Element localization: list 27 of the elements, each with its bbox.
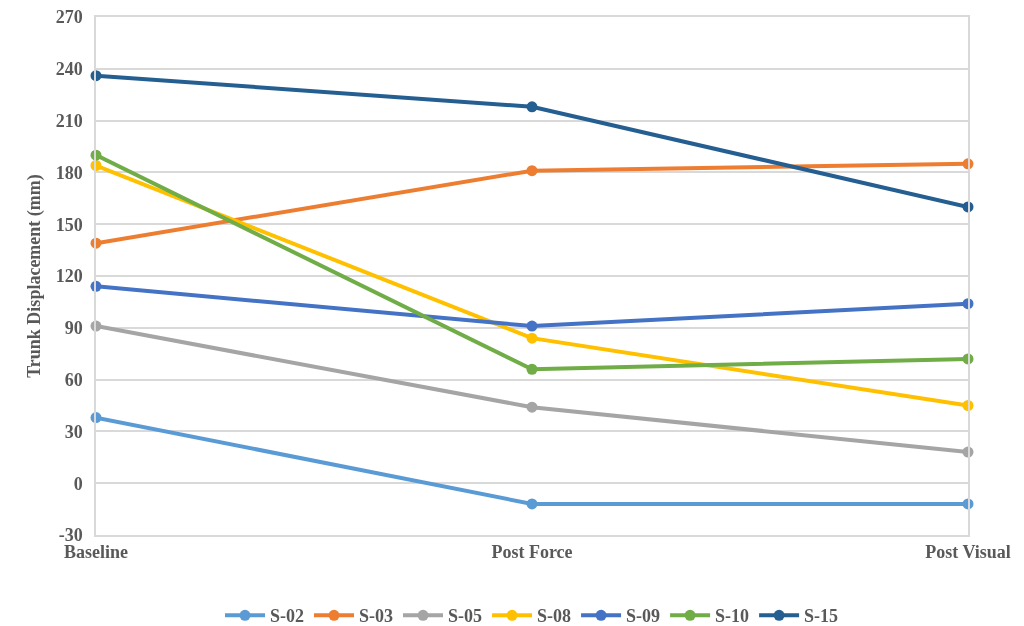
point [526, 320, 538, 332]
point [526, 363, 538, 375]
y-tick-label: 270 [55, 7, 83, 28]
y-tick-label: 150 [55, 214, 83, 235]
legend-label: S-10 [715, 606, 750, 626]
point [526, 401, 538, 413]
x-tick-label: Post Force [491, 542, 573, 563]
legend-label: S-08 [537, 606, 572, 626]
point [526, 498, 538, 510]
y-axis-title: Trunk Displacement (mm) [24, 174, 46, 378]
y-tick-label: 0 [73, 473, 83, 494]
y-tick-label: 90 [64, 318, 83, 339]
point [526, 332, 538, 344]
y-tick-label: 120 [55, 266, 83, 287]
point [526, 165, 538, 177]
y-tick-label: 180 [55, 162, 83, 183]
x-tick-label: Post Visual [925, 542, 1011, 563]
point [526, 101, 538, 113]
y-tick-label: 210 [55, 110, 83, 131]
legend-label: S-15 [804, 606, 839, 626]
y-tick-label: 60 [64, 369, 83, 390]
y-tick-label: 30 [64, 421, 83, 442]
legend-label: S-03 [359, 606, 394, 626]
legend-label: S-05 [448, 606, 483, 626]
y-tick-label: 240 [55, 59, 83, 80]
legend-label: S-09 [626, 606, 661, 626]
legend-label: S-02 [270, 606, 305, 626]
